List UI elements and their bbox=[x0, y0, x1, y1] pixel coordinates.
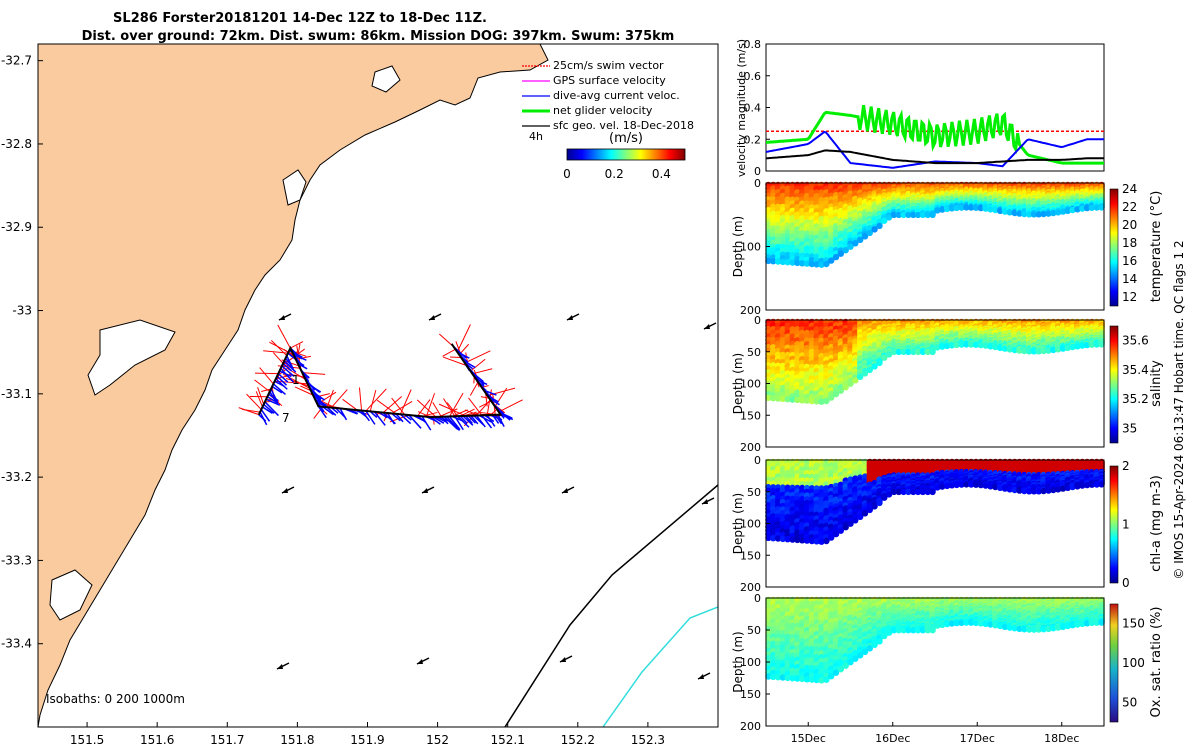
colorbar-tick-label: 0 bbox=[563, 167, 571, 181]
legend-item-glider: net glider velocity bbox=[553, 104, 653, 117]
section-ytick-label: 0 bbox=[754, 314, 761, 327]
section-cb-label: chl-a (mg m-3) bbox=[1149, 475, 1164, 572]
map-xtick-label: 152.2 bbox=[561, 733, 595, 747]
legend-item-gps: GPS surface velocity bbox=[553, 74, 666, 87]
isobaths-label: Isobaths: 0 200 1000m bbox=[46, 692, 185, 706]
map-xtick-label: 151.9 bbox=[350, 733, 384, 747]
section-ytick-label: 0 bbox=[754, 177, 761, 190]
map-ytick-label: -33.4 bbox=[1, 637, 32, 651]
map-ytick-label: -33 bbox=[12, 304, 32, 318]
section-cb-tick: 18 bbox=[1122, 236, 1137, 250]
section-cell bbox=[929, 349, 935, 355]
map-ytick-label: -32.8 bbox=[1, 137, 32, 151]
map-xtick-label: 151.7 bbox=[210, 733, 244, 747]
section-cell bbox=[876, 360, 882, 366]
section-cell bbox=[876, 500, 882, 506]
map-xtick-label: 151.6 bbox=[140, 733, 174, 747]
section-cb-label: salinity bbox=[1149, 360, 1164, 407]
map-y-axis: -32.7 -32.8 -32.9 -33 -33.1 -33.2 -33.3 -33.4 bbox=[1, 54, 43, 651]
legend-item-current: dive-avg current veloc. bbox=[553, 89, 680, 102]
glider-track-map: 1 7 151.5 151.6 151.7 151.8 151.9 152 152.1 152… bbox=[1, 44, 718, 747]
section-cb-tick: 20 bbox=[1122, 218, 1137, 232]
section-ylabel: Depth (m) bbox=[731, 216, 745, 277]
map-xtick-label: 152.3 bbox=[631, 733, 665, 747]
section-cb-tick: 12 bbox=[1122, 290, 1137, 304]
section-ytick-label: 0 bbox=[754, 454, 761, 467]
section-colorbar bbox=[1110, 326, 1118, 443]
velocity-ylabel: velocity magnitude (m/s) bbox=[735, 39, 748, 177]
colorbar-tick-label: 0.4 bbox=[652, 167, 671, 181]
map-ytick-label: -33.3 bbox=[1, 553, 32, 567]
map-xtick-label: 152.1 bbox=[491, 733, 525, 747]
section-colorbar bbox=[1110, 189, 1118, 306]
section-cell bbox=[876, 223, 882, 229]
section-ytick-label: 200 bbox=[740, 441, 761, 454]
section-cb-tick: 22 bbox=[1122, 200, 1137, 214]
track-label-start: 1 bbox=[292, 373, 300, 387]
title-line2: Dist. over ground: 72km. Dist. swum: 86k… bbox=[82, 29, 675, 44]
legend-time-label: 4h bbox=[529, 130, 543, 143]
section-cb-tick: 2 bbox=[1122, 459, 1130, 473]
colorbar-unit: (m/s) bbox=[609, 131, 643, 146]
section-cell bbox=[929, 212, 935, 218]
section-cb-tick: 35 bbox=[1122, 421, 1137, 435]
legend-item-swim: 25cm/s swim vector bbox=[553, 59, 664, 72]
map-xtick-label: 151.5 bbox=[70, 733, 104, 747]
section-ytick-label: 50 bbox=[747, 346, 761, 359]
map-ytick-label: -32.7 bbox=[1, 54, 32, 68]
section-cb-tick: 0 bbox=[1122, 576, 1130, 590]
title-line1: SL286 Forster20181201 14-Dec 12Z to 18-D… bbox=[113, 11, 487, 26]
map-ytick-label: -32.9 bbox=[1, 220, 32, 234]
map-ytick-label: -33.1 bbox=[1, 387, 32, 401]
colorbar-ramp bbox=[567, 149, 685, 160]
section-cb-tick: 35.2 bbox=[1122, 392, 1149, 406]
section-cb-label: temperature (°C) bbox=[1149, 191, 1164, 303]
section-ylabel: Depth (m) bbox=[731, 493, 745, 554]
section-ytick-label: 50 bbox=[747, 486, 761, 499]
section-cb-tick: 35.4 bbox=[1122, 363, 1149, 377]
colorbar-tick-label: 0.2 bbox=[605, 167, 624, 181]
section-colorbar bbox=[1110, 466, 1118, 583]
map-xtick-label: 152 bbox=[426, 733, 449, 747]
velocity-panel: 00.20.40.60.8 velocity magnitude (m/s) bbox=[735, 38, 1104, 178]
section-cb-tick: 1 bbox=[1122, 518, 1130, 532]
section-cb-tick: 35.6 bbox=[1122, 334, 1149, 348]
section-cell bbox=[929, 489, 935, 495]
section-cb-tick: 14 bbox=[1122, 272, 1137, 286]
track-label-end: 7 bbox=[282, 411, 290, 425]
map-xtick-label: 151.8 bbox=[280, 733, 314, 747]
section-cb-tick: 24 bbox=[1122, 182, 1137, 196]
section-ylabel: Depth (m) bbox=[731, 353, 745, 414]
swim-vector bbox=[450, 357, 461, 358]
section-cb-tick: 16 bbox=[1122, 254, 1137, 268]
map-ytick-label: -33.2 bbox=[1, 470, 32, 484]
